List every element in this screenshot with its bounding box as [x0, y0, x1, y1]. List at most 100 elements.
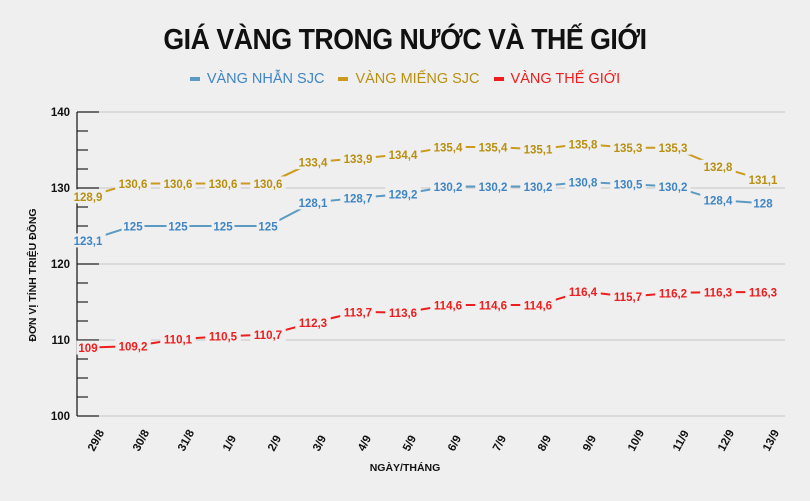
data-label: 125 [123, 222, 143, 234]
data-label-bg [160, 332, 196, 347]
data-label: 129,2 [389, 190, 418, 202]
data-label-bg [250, 176, 286, 191]
data-label-bg [751, 196, 775, 211]
chart-title: GIÁ VÀNG TRONG NƯỚC VÀ THẾ GIỚI [163, 24, 647, 56]
series-line [87, 180, 764, 242]
data-label: 135,8 [569, 139, 598, 151]
data-label: 135,1 [524, 145, 553, 157]
data-label: 109 [78, 343, 97, 355]
data-label-bg [700, 285, 736, 300]
data-series: 123,1 125 125 125 125 128,1 128,7 129,2 130,2 130… [70, 136, 781, 355]
data-label-bg [295, 155, 331, 170]
x-tick-label: 11/9 [671, 429, 692, 454]
data-label: 116,3 [704, 288, 732, 300]
data-label-bg [256, 219, 280, 233]
data-label-bg [475, 179, 511, 194]
data-label-bg [121, 219, 145, 233]
gridlines [77, 111, 785, 417]
data-label: 135,3 [659, 143, 688, 155]
x-tick-label: 1/9 [221, 434, 239, 454]
data-label: 132,8 [704, 162, 733, 174]
x-tick-label: 4/9 [356, 434, 374, 454]
data-label: 130,2 [524, 182, 553, 194]
y-tick-label: 110 [51, 335, 70, 347]
data-label-bg [565, 136, 601, 151]
legend-label: VÀNG MIẾNG SJC [355, 71, 480, 87]
data-label: 115,7 [614, 292, 642, 304]
legend-label: VÀNG NHẪN SJC [206, 71, 325, 87]
legend-item-vang-the-gioi[interactable]: VÀNG THẾ GIỚI [493, 71, 620, 87]
data-label-bg [430, 298, 466, 313]
data-label-bg [70, 233, 106, 248]
data-label-bg [520, 142, 556, 157]
legend-swatch-icon [338, 77, 349, 81]
data-label-bg [700, 193, 736, 208]
data-label-bg [295, 315, 331, 330]
data-label-bg [385, 187, 421, 202]
data-label: 116,2 [659, 288, 687, 300]
x-tick-label: 10/9 [626, 428, 647, 453]
data-label: 135,4 [479, 142, 508, 154]
data-label-bg [340, 151, 376, 166]
data-label-bg [745, 285, 781, 300]
x-tick-label: 5/9 [401, 434, 419, 454]
legend-swatch-icon [493, 77, 504, 81]
series-1: 128,9 130,6 130,6 130,6 130,6 133,4 133,9 134,4… [70, 136, 781, 204]
data-label-bg [340, 190, 376, 205]
data-label: 135,4 [434, 142, 463, 154]
data-label-bg [655, 140, 691, 155]
data-label: 110,5 [209, 332, 238, 344]
data-label: 135,3 [614, 143, 643, 155]
data-label: 130,2 [434, 182, 463, 194]
data-label-bg [295, 195, 331, 210]
data-label-bg [610, 289, 646, 304]
x-tick-label: 29/8 [86, 427, 107, 453]
legend-item-vang-nhan-sjc[interactable]: VÀNG NHẪN SJC [189, 71, 325, 87]
data-label-bg [205, 176, 241, 191]
data-label: 130,2 [479, 182, 508, 194]
y-tick-label: 120 [51, 259, 70, 271]
data-label-bg [565, 174, 601, 189]
data-label: 130,6 [119, 179, 148, 191]
data-label-bg [655, 285, 691, 300]
y-tick-label: 100 [51, 411, 70, 423]
data-label: 116,3 [749, 288, 777, 300]
x-tick-label: 30/8 [131, 427, 152, 453]
data-label-bg [250, 327, 286, 342]
data-label: 128,1 [299, 198, 328, 210]
data-label: 130,8 [569, 177, 598, 189]
data-label-bg [340, 304, 376, 319]
data-label-bg [385, 147, 421, 162]
data-label-bg [475, 298, 511, 313]
x-tick-label: 7/9 [491, 434, 509, 454]
data-label-bg [205, 329, 241, 344]
data-label: 116,4 [569, 287, 598, 299]
x-axis-title: NGÀY/THÁNG [369, 462, 441, 474]
x-tick-label: 13/9 [761, 428, 782, 453]
data-label: 128,4 [704, 196, 733, 208]
series-line [87, 290, 763, 349]
legend-item-vang-mieng-sjc[interactable]: VÀNG MIẾNG SJC [338, 71, 480, 87]
data-label-bg [520, 298, 556, 313]
y-tick-label: 130 [51, 183, 70, 195]
y-tick-label: 140 [51, 107, 70, 119]
data-label: 114,6 [479, 301, 507, 313]
data-label: 113,7 [344, 307, 372, 319]
series-0: 123,1 125 125 125 125 128,1 128,7 129,2 130,2 130… [70, 174, 775, 248]
data-label-bg [160, 176, 196, 191]
x-tick-label: 31/8 [176, 427, 197, 453]
data-label: 109,2 [119, 342, 148, 354]
data-label-bg [76, 340, 100, 355]
data-label: 125 [213, 222, 233, 234]
data-label: 133,4 [299, 158, 328, 170]
data-label: 130,5 [614, 180, 643, 192]
data-label: 130,6 [209, 179, 238, 191]
x-tick-label: 12/9 [716, 428, 737, 453]
data-label: 123,1 [74, 236, 103, 248]
data-label-bg [745, 172, 781, 187]
data-label-bg [70, 189, 106, 204]
data-label: 125 [168, 222, 188, 234]
x-tick-label: 3/9 [311, 434, 329, 454]
data-label: 125 [258, 222, 278, 234]
